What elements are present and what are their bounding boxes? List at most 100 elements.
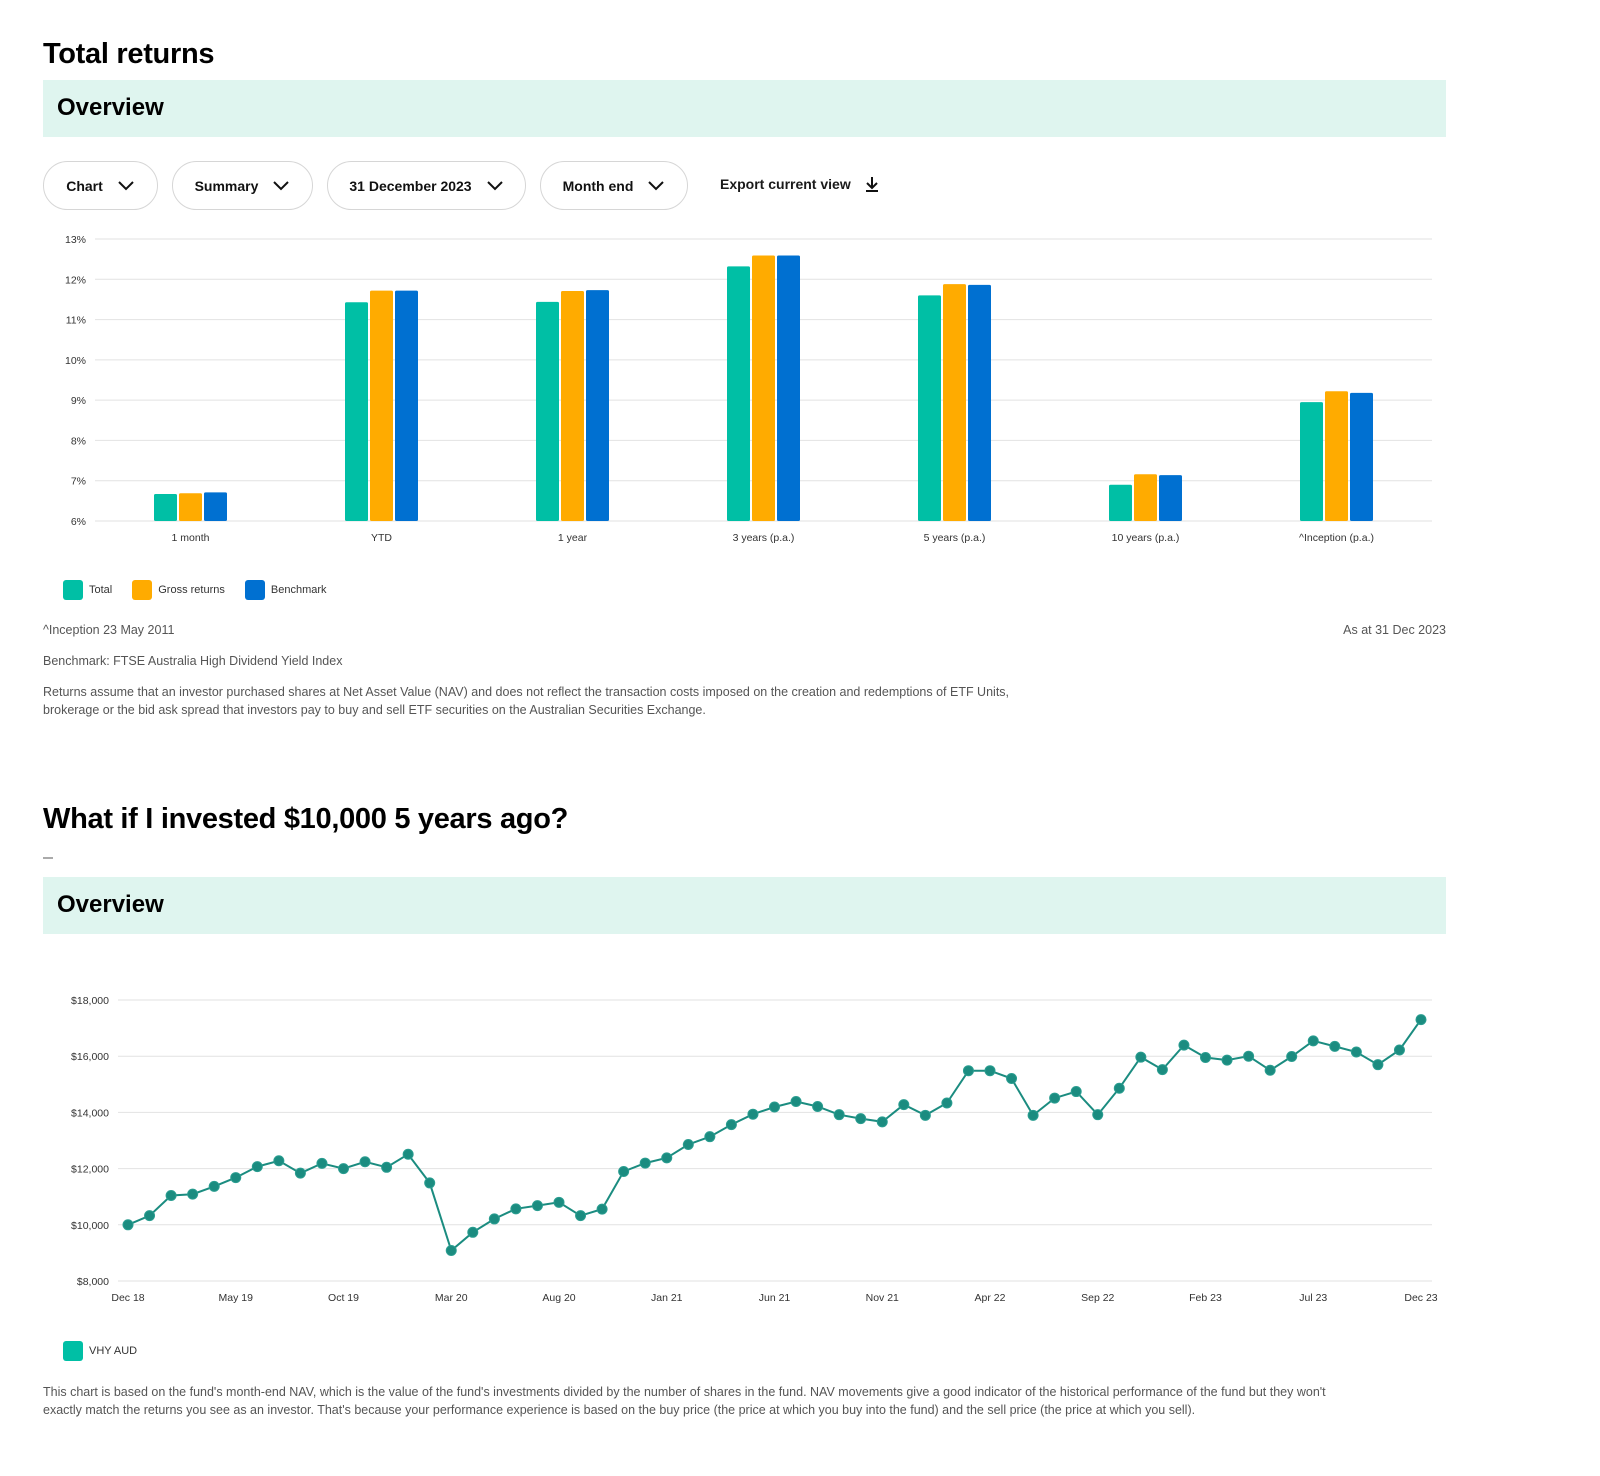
disclaimer-line: brokerage or the bid ask spread that inv… xyxy=(43,703,706,717)
y-tick-label: 10% xyxy=(65,355,86,367)
data-point xyxy=(704,1131,716,1143)
data-point xyxy=(682,1138,694,1150)
data-point xyxy=(165,1189,177,1201)
data-point xyxy=(359,1156,371,1168)
legend-item[interactable]: Benchmark xyxy=(244,580,327,600)
bar-gross-returns xyxy=(370,290,393,521)
chevron-down-icon xyxy=(648,180,665,190)
legend-item[interactable]: Gross returns xyxy=(132,580,225,600)
bar-chart-legend: Total Gross returns Benchmark xyxy=(63,580,327,600)
data-point xyxy=(812,1100,824,1112)
data-point xyxy=(1415,1014,1427,1026)
nav-disclaimer: This chart is based on the fund's month-… xyxy=(43,1383,1463,1419)
total-returns-title: Total returns xyxy=(43,38,215,70)
x-tick-label: May 19 xyxy=(219,1292,254,1304)
y-tick-label: $14,000 xyxy=(71,1107,109,1119)
export-current-view-button[interactable]: Export current view xyxy=(720,175,881,193)
overview-heading: Overview xyxy=(57,891,164,918)
data-point xyxy=(876,1116,888,1128)
bar-benchmark xyxy=(204,492,227,521)
data-point xyxy=(1372,1059,1384,1071)
y-tick-label: 13% xyxy=(65,234,86,246)
data-point xyxy=(467,1226,479,1238)
data-point xyxy=(1113,1082,1125,1094)
bar-total xyxy=(918,295,941,521)
investment-growth-title: What if I invested $10,000 5 years ago? xyxy=(43,803,569,835)
bar-benchmark xyxy=(777,255,800,521)
legend-item[interactable]: VHY AUD xyxy=(63,1341,137,1361)
bar-total xyxy=(345,302,368,521)
data-point xyxy=(575,1210,587,1222)
x-tick-label: Aug 20 xyxy=(542,1292,575,1304)
overview-banner: Overview xyxy=(43,80,1446,137)
data-point xyxy=(1156,1064,1168,1076)
data-point xyxy=(1329,1040,1341,1052)
data-point xyxy=(445,1245,457,1257)
data-point xyxy=(790,1095,802,1107)
data-point xyxy=(1243,1050,1255,1062)
legend-label: VHY AUD xyxy=(89,1345,138,1357)
bar-benchmark xyxy=(586,290,609,521)
growth-line-chart: $8,000 $10,000 $12,000 $14,000 $16,000 $18,00… xyxy=(71,995,1438,1304)
dropdown-label: Chart xyxy=(66,177,103,194)
legend-label: Benchmark xyxy=(270,584,327,596)
data-point xyxy=(1350,1046,1362,1058)
disclaimer-line: exactly match the returns you see as an … xyxy=(43,1403,1196,1417)
summary-dropdown[interactable]: Summary xyxy=(172,161,313,210)
period-dropdown[interactable]: Month end xyxy=(540,161,688,210)
data-point xyxy=(1200,1052,1211,1064)
line-chart-legend: VHY AUD xyxy=(63,1341,137,1361)
y-tick-label: 6% xyxy=(71,516,86,528)
y-tick-label: $8,000 xyxy=(77,1276,109,1288)
divider xyxy=(43,857,53,859)
data-point xyxy=(144,1210,156,1222)
data-point xyxy=(381,1161,393,1173)
returns-disclaimer: Returns assume that an investor purchase… xyxy=(43,683,1143,719)
as-at-date: As at 31 Dec 2023 xyxy=(1343,623,1446,637)
x-tick-label: Feb 23 xyxy=(1189,1292,1222,1304)
disclaimer-line: Returns assume that an investor purchase… xyxy=(43,685,1010,699)
bar-gross-returns xyxy=(1325,391,1348,521)
y-tick-label: $12,000 xyxy=(71,1164,109,1176)
bar-total xyxy=(536,301,559,521)
legend-item[interactable]: Total xyxy=(63,580,112,600)
chart-view-dropdown[interactable]: Chart xyxy=(43,161,158,210)
data-point xyxy=(424,1177,436,1189)
legend-swatch xyxy=(244,580,265,600)
bar-gross-returns xyxy=(179,493,202,521)
y-tick-label: 8% xyxy=(71,435,86,447)
y-tick-label: 12% xyxy=(65,274,86,286)
data-point xyxy=(1221,1054,1233,1066)
data-point xyxy=(553,1196,565,1208)
data-point xyxy=(984,1065,996,1077)
data-point xyxy=(898,1099,910,1111)
y-tick-label: 7% xyxy=(71,476,86,488)
legend-label: Total xyxy=(89,584,113,596)
x-tick-label: 10 years (p.a.) xyxy=(1112,532,1180,544)
data-point xyxy=(531,1200,543,1212)
returns-bar-chart: 6% 7% 8% 9% 10% 11% 12% 13% 1 month YTD 1 year 3 ye… xyxy=(65,234,1432,544)
bar-benchmark xyxy=(395,290,418,521)
y-tick-label: $18,000 xyxy=(71,995,109,1007)
data-point xyxy=(855,1113,867,1125)
x-tick-label: Sep 22 xyxy=(1081,1292,1114,1304)
data-point xyxy=(230,1172,242,1184)
data-point xyxy=(273,1155,285,1167)
bar-total xyxy=(154,494,177,521)
dropdown-label: 31 December 2023 xyxy=(349,177,472,194)
legend-label: Gross returns xyxy=(158,584,225,596)
data-point xyxy=(725,1119,737,1131)
data-point xyxy=(769,1101,780,1113)
bar-gross-returns xyxy=(1134,474,1157,521)
legend-swatch xyxy=(63,1341,83,1361)
data-point xyxy=(1307,1035,1319,1047)
data-point xyxy=(1286,1051,1298,1063)
data-point xyxy=(488,1213,500,1225)
data-point xyxy=(187,1188,199,1200)
x-tick-label: Oct 19 xyxy=(328,1292,359,1304)
date-dropdown[interactable]: 31 December 2023 xyxy=(327,161,526,210)
data-point xyxy=(1135,1051,1147,1063)
data-point xyxy=(402,1148,414,1160)
dropdown-label: Month end xyxy=(562,177,634,194)
y-tick-label: 9% xyxy=(71,395,86,407)
